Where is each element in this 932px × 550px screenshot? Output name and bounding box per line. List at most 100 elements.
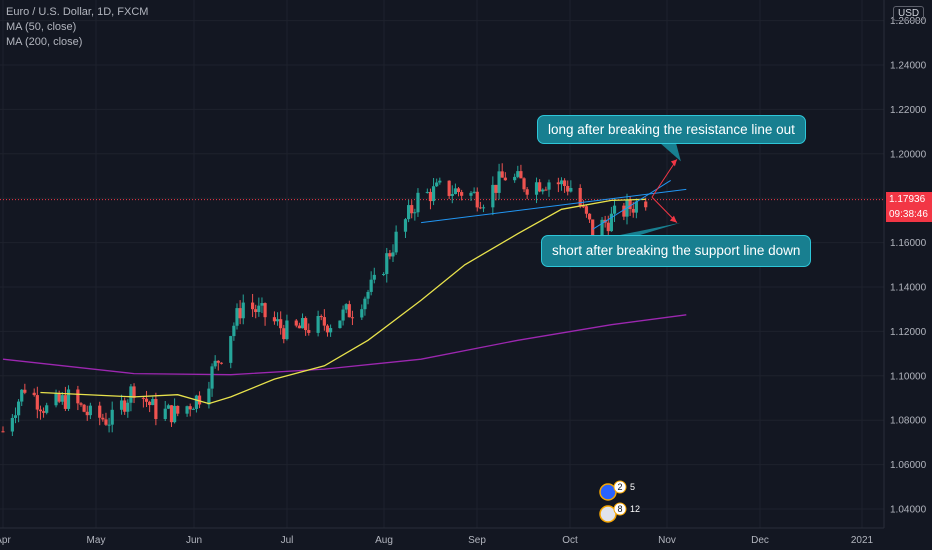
candle-body xyxy=(98,405,102,418)
candle-body xyxy=(538,182,542,192)
ma50-legend[interactable]: MA (50, close) xyxy=(6,21,77,33)
candle-body xyxy=(119,400,124,410)
candle-body xyxy=(316,316,320,333)
candle-body xyxy=(369,279,373,292)
candle-body xyxy=(210,366,214,389)
time-tick-label: Jun xyxy=(186,535,202,546)
candle-body xyxy=(272,317,277,322)
candle-body xyxy=(600,219,604,237)
event-count-bubble xyxy=(613,502,627,516)
candle-body xyxy=(260,303,264,306)
candle-body xyxy=(35,395,39,410)
candle-body xyxy=(10,417,14,432)
candle-body xyxy=(385,253,389,274)
last-price-tag: 1.17936 xyxy=(886,192,932,207)
candle-body xyxy=(173,405,177,423)
candle-body xyxy=(360,309,364,318)
short-annotation[interactable]: short after breaking the support line do… xyxy=(541,235,812,267)
price-axis: 1.04000 1.06000 1.08000 1.10000 1.12000 1.140… xyxy=(883,0,927,528)
candle-body xyxy=(366,291,370,299)
candle-body xyxy=(297,325,301,329)
candle-body xyxy=(347,304,351,318)
candle-body xyxy=(382,273,386,275)
candle-body xyxy=(38,409,43,412)
currency-button[interactable]: USD xyxy=(893,6,925,21)
candle-body xyxy=(144,398,149,402)
candle-body xyxy=(587,213,592,220)
ma200-line xyxy=(2,314,687,376)
candle-body xyxy=(132,386,136,398)
time-tick-label: Sep xyxy=(468,535,486,546)
candle-body xyxy=(591,219,595,237)
candle-body xyxy=(612,205,617,214)
candle-body xyxy=(169,405,174,423)
candle-body xyxy=(275,319,280,322)
candle-body xyxy=(188,406,192,410)
candle-body xyxy=(372,274,376,280)
candle-body xyxy=(85,411,89,416)
candle-body xyxy=(563,180,567,186)
candle-body xyxy=(609,213,613,232)
price-tick-label: 1.06000 xyxy=(890,460,927,471)
short-callout-pointer xyxy=(620,222,681,235)
price-tick-label: 1.04000 xyxy=(890,505,927,516)
candle-body xyxy=(491,184,495,208)
candle-body xyxy=(581,206,585,208)
candle-body xyxy=(578,187,582,207)
time-tick-label: Nov xyxy=(658,535,676,546)
trendlines xyxy=(421,143,687,235)
candle-body xyxy=(151,399,155,406)
candle-body xyxy=(101,417,105,420)
candle-body xyxy=(66,389,71,409)
candle-body xyxy=(407,205,411,220)
candle-body xyxy=(126,402,130,412)
price-tick-label: 1.20000 xyxy=(890,149,927,160)
candle-body xyxy=(263,303,267,318)
candle-body xyxy=(450,193,454,196)
candle-body xyxy=(606,222,610,232)
candle-body xyxy=(556,182,560,185)
candle-body xyxy=(163,408,167,419)
countdown-tag: 09:38:46 xyxy=(886,207,932,222)
candle-body xyxy=(141,397,145,399)
candle-body xyxy=(23,389,27,393)
candle-body xyxy=(569,187,573,192)
candle-body xyxy=(547,182,551,190)
candle-body xyxy=(41,411,46,413)
price-tick-label: 1.16000 xyxy=(890,238,927,249)
candle-body xyxy=(341,309,345,321)
candle-body xyxy=(522,178,526,190)
candle-body xyxy=(300,318,305,329)
candle-body xyxy=(213,360,217,367)
candle-body xyxy=(238,308,242,319)
symbol-title[interactable]: Euro / U.S. Dollar, 1D, FXCM xyxy=(6,6,149,18)
candle-body xyxy=(388,253,392,257)
candle-body xyxy=(475,191,479,208)
candle-body xyxy=(1,431,5,433)
candle-body xyxy=(541,189,545,192)
candle-body xyxy=(88,405,92,416)
event-badges: 2 5 8 12 xyxy=(599,480,640,523)
candle-body xyxy=(453,188,457,194)
long-callout-pointer xyxy=(660,143,681,162)
candle-body xyxy=(285,320,289,340)
candle-body xyxy=(431,186,436,202)
candle-body xyxy=(79,403,83,405)
candle-body xyxy=(17,401,21,416)
time-tick-label: Dec xyxy=(751,535,769,546)
candle-body xyxy=(123,400,127,412)
time-tick-label: Aug xyxy=(375,535,393,546)
time-tick-label: Oct xyxy=(562,535,578,546)
price-tick-label: 1.26000 xyxy=(890,16,927,27)
candle-body xyxy=(519,171,523,179)
ma200-legend[interactable]: MA (200, close) xyxy=(6,36,83,48)
candle-body xyxy=(197,395,202,405)
price-tick-label: 1.24000 xyxy=(890,61,927,72)
event-extra-label: 5 xyxy=(630,482,635,492)
candle-body xyxy=(544,189,548,191)
candle-body xyxy=(329,328,333,333)
candle-body xyxy=(460,192,464,196)
long-annotation[interactable]: long after breaking the resistance line … xyxy=(537,115,806,144)
candle-body xyxy=(241,302,245,319)
